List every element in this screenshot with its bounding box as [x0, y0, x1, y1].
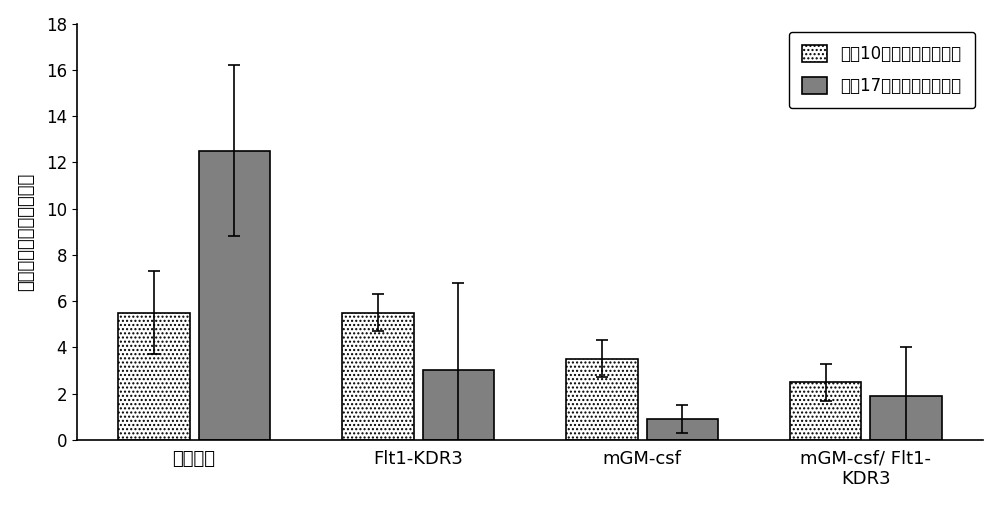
Bar	[199, 151, 270, 440]
Bar	[423, 371, 494, 440]
Legend: 治疗10天后肺转移瘤数目, 治疗17天后肺转移瘤数目: 治疗10天后肺转移瘤数目, 治疗17天后肺转移瘤数目	[789, 32, 975, 109]
Y-axis label: 肺转移瘤病灶数目（个）: 肺转移瘤病灶数目（个）	[17, 173, 35, 291]
Bar	[870, 396, 942, 440]
Bar	[646, 419, 718, 440]
Bar	[118, 313, 190, 440]
Bar	[790, 382, 861, 440]
Bar	[342, 313, 414, 440]
Bar	[566, 359, 638, 440]
